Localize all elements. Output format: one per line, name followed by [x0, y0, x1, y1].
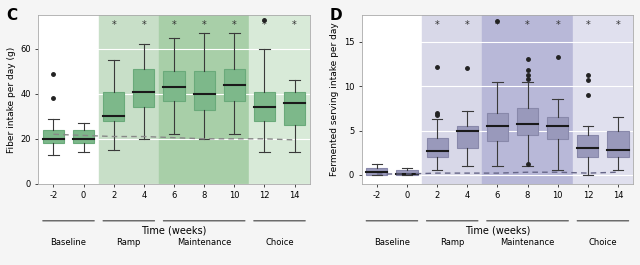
X-axis label: Time (weeks): Time (weeks): [465, 226, 530, 235]
Bar: [159, 15, 250, 184]
FancyBboxPatch shape: [366, 168, 387, 175]
FancyBboxPatch shape: [224, 69, 245, 100]
Text: Baseline: Baseline: [374, 238, 410, 247]
Text: Baseline: Baseline: [51, 238, 86, 247]
FancyBboxPatch shape: [607, 130, 628, 157]
Bar: [362, 15, 422, 184]
Text: *: *: [586, 20, 590, 29]
Text: *: *: [525, 20, 530, 29]
FancyBboxPatch shape: [103, 92, 124, 121]
Bar: [573, 15, 633, 184]
Text: *: *: [172, 20, 177, 30]
Text: *: *: [292, 20, 297, 30]
Text: *: *: [232, 20, 237, 30]
Text: *: *: [435, 20, 440, 29]
FancyBboxPatch shape: [396, 170, 417, 175]
Text: *: *: [262, 20, 267, 30]
Text: *: *: [556, 20, 560, 29]
Y-axis label: Fiber intake per day (g): Fiber intake per day (g): [7, 46, 16, 153]
Text: Choice: Choice: [589, 238, 617, 247]
Text: Choice: Choice: [265, 238, 294, 247]
Text: *: *: [111, 20, 116, 30]
Text: *: *: [616, 20, 620, 29]
Text: C: C: [6, 8, 17, 23]
Text: Ramp: Ramp: [116, 238, 141, 247]
FancyBboxPatch shape: [577, 135, 598, 157]
Text: Ramp: Ramp: [440, 238, 465, 247]
FancyBboxPatch shape: [427, 138, 448, 157]
Text: *: *: [141, 20, 147, 30]
FancyBboxPatch shape: [547, 117, 568, 139]
FancyBboxPatch shape: [284, 92, 305, 125]
Y-axis label: Fermented serving intake per day: Fermented serving intake per day: [330, 23, 339, 176]
Text: D: D: [329, 8, 342, 23]
FancyBboxPatch shape: [517, 108, 538, 135]
Bar: [250, 15, 310, 184]
X-axis label: Time (weeks): Time (weeks): [141, 226, 207, 235]
Text: *: *: [465, 20, 470, 29]
FancyBboxPatch shape: [194, 71, 214, 109]
Text: Maintenance: Maintenance: [500, 238, 555, 247]
FancyBboxPatch shape: [43, 130, 64, 143]
FancyBboxPatch shape: [163, 71, 184, 100]
Bar: [422, 15, 483, 184]
FancyBboxPatch shape: [487, 113, 508, 141]
Text: *: *: [202, 20, 207, 30]
Bar: [38, 15, 99, 184]
FancyBboxPatch shape: [254, 92, 275, 121]
Bar: [483, 15, 573, 184]
FancyBboxPatch shape: [73, 130, 94, 143]
FancyBboxPatch shape: [133, 69, 154, 107]
Text: Maintenance: Maintenance: [177, 238, 231, 247]
Bar: [99, 15, 159, 184]
FancyBboxPatch shape: [457, 126, 478, 148]
Text: *: *: [495, 20, 500, 29]
